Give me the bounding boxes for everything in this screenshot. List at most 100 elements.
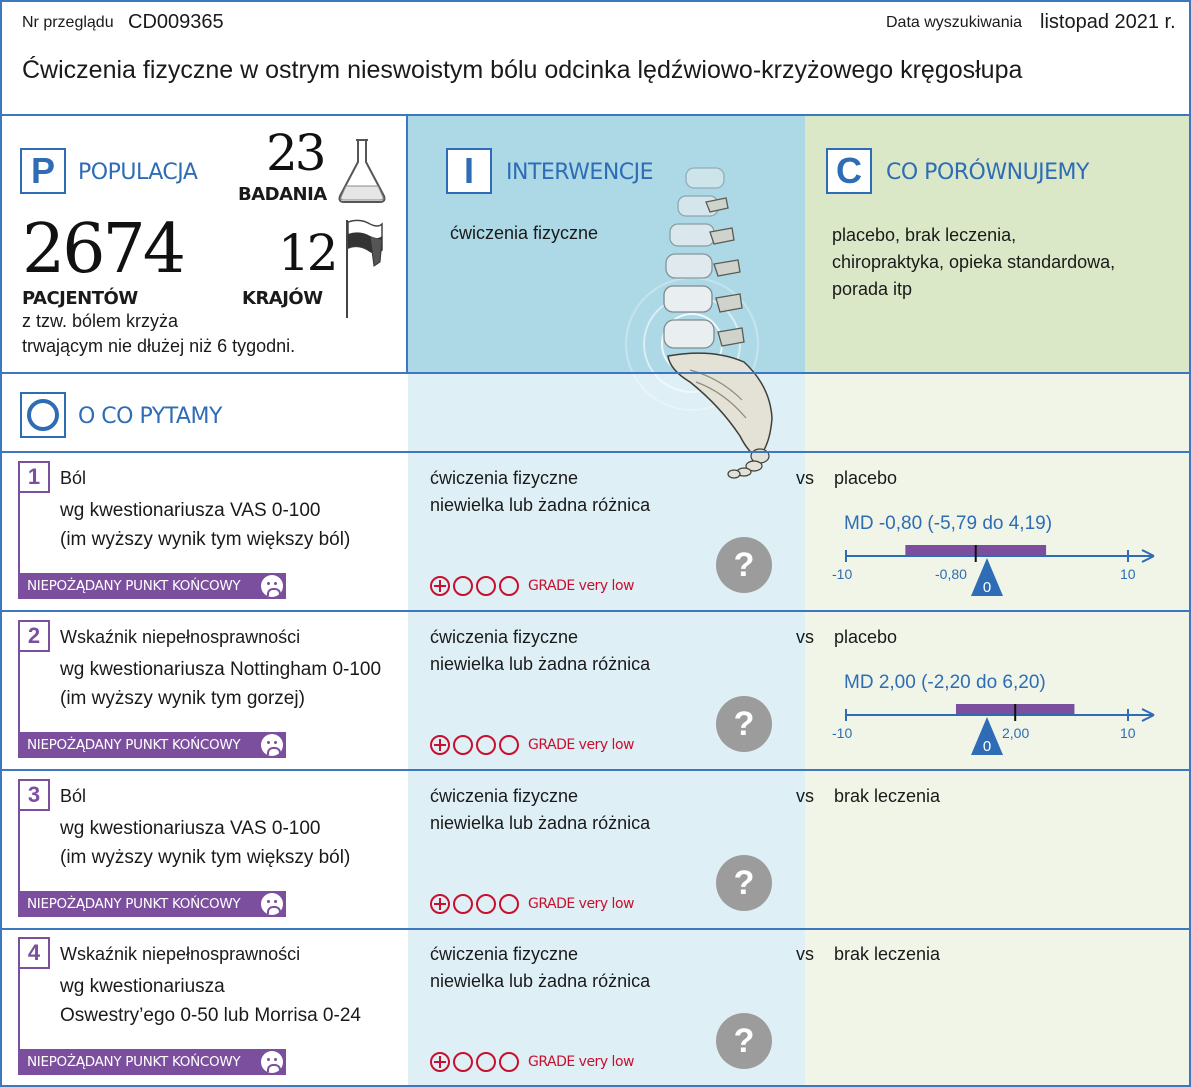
population-label: POPULACJA (78, 160, 198, 185)
axis-arrow (1141, 549, 1155, 563)
frown-icon (261, 1051, 283, 1073)
outcome-3-number: 3 (18, 779, 50, 811)
grade-plus-icon (430, 576, 450, 596)
outcome-1-number: 1 (18, 461, 50, 493)
intervention-letter: I (446, 148, 492, 194)
grade-circle-icon (453, 735, 473, 755)
outcome-3-vs: vs (796, 786, 814, 806)
outcome-2-grade-label: GRADE very low (528, 737, 634, 753)
axis-arrow (1141, 708, 1155, 722)
patients-count: 2674 (22, 210, 186, 289)
frown-icon (261, 734, 283, 756)
outcome-3-grade-label: GRADE very low (528, 896, 634, 912)
outcome-4-line1: wg kwestionariusza (60, 976, 225, 997)
grade-circle-icon (499, 894, 519, 914)
frown-icon (261, 575, 283, 597)
outcome-2-grade: GRADE very low (430, 735, 634, 755)
countries-label: KRAJÓW (242, 288, 323, 309)
population-description-2: trwającym nie dłużej niż 6 tygodni. (22, 336, 296, 356)
outcomes-label: O CO PYTAMY (78, 404, 222, 429)
grade-plus-icon (430, 735, 450, 755)
outcome-1-grade-label: GRADE very low (528, 578, 634, 594)
outcomes-letter-circle (27, 399, 59, 431)
outcome-1-axis-max: 10 (1120, 566, 1136, 582)
outcome-2-comparator: placebo (834, 627, 898, 647)
outcome-3-endpoint-badge: NIEPOŻĄDANY PUNKT KOŃCOWY (18, 891, 286, 917)
intervention-text: ćwiczenia fizyczne (450, 223, 599, 243)
outcome-2-line1: wg kwestionariusza Nottingham 0-100 (60, 659, 382, 680)
outcome-divider-1 (0, 610, 1191, 612)
countries-count: 12 (278, 224, 339, 282)
comparison-label: CO PORÓWNUJEMY (886, 160, 1089, 185)
outcome-1-intervention: ćwiczenia fizyczne (430, 468, 579, 488)
outcome-2-endpoint-label: NIEPOŻĄDANY PUNKT KOŃCOWY (27, 737, 241, 753)
flask-icon (334, 136, 390, 206)
header-divider (0, 114, 1191, 116)
outcome-1-bracket (18, 492, 20, 580)
outcome-divider-3 (0, 928, 1191, 930)
search-date: listopad 2021 r. (1040, 11, 1176, 33)
outcome-3-line1: wg kwestionariusza VAS 0-100 (60, 818, 321, 839)
zero-label: 0 (983, 738, 991, 755)
outcome-2-line2: (im wyższy wynik tym gorzej) (60, 688, 305, 709)
outcome-4-intervention: ćwiczenia fizyczne (430, 944, 579, 964)
grade-circle-icon (453, 576, 473, 596)
grade-circle-icon (499, 576, 519, 596)
outcome-3-result: niewielka lub żadna różnica (430, 813, 651, 833)
comparison-letter: C (826, 148, 872, 194)
population-description-1: z tzw. bólem krzyża (22, 311, 179, 331)
review-number-label: Nr przeglądu (22, 14, 114, 31)
outcome-3-bracket (18, 810, 20, 898)
question-icon: ? (716, 1013, 772, 1069)
outcome-1-title: Ból (60, 468, 87, 488)
zero-marker (971, 558, 1003, 596)
grade-circle-icon (499, 1052, 519, 1072)
grade-circle-icon (476, 894, 496, 914)
patients-label: PACJENTÓW (22, 288, 138, 309)
grade-circle-icon (499, 735, 519, 755)
zero-label: 0 (983, 579, 991, 596)
outcome-2-number: 2 (18, 620, 50, 652)
grade-circle-icon (453, 1052, 473, 1072)
outcome-1-comparator: placebo (834, 468, 898, 488)
outcome-1-axis-point: -0,80 (935, 566, 967, 582)
grade-plus-icon (430, 1052, 450, 1072)
outcome-1-line2: (im wyższy wynik tym większy ból) (60, 529, 351, 550)
outcome-2-forest-plot: 0 (836, 695, 1166, 759)
pico-divider (0, 372, 1191, 374)
outcome-2-title: Wskaźnik niepełnosprawności (60, 627, 301, 647)
outcome-3-comparator: brak leczenia (834, 786, 941, 806)
outcome-3-line2: (im wyższy wynik tym większy ból) (60, 847, 351, 868)
outcome-2-endpoint-badge: NIEPOŻĄDANY PUNKT KOŃCOWY (18, 732, 286, 758)
outcome-3-grade: GRADE very low (430, 894, 634, 914)
outcome-2-intervention: ćwiczenia fizyczne (430, 627, 579, 647)
comparison-line-2: chiropraktyka, opieka standardowa, (832, 252, 1116, 272)
comparison-line-1: placebo, brak leczenia, (832, 225, 1017, 245)
outcome-2-axis-max: 10 (1120, 725, 1136, 741)
question-icon: ? (716, 696, 772, 752)
outcome-1-line1: wg kwestionariusza VAS 0-100 (60, 500, 321, 521)
outcome-4-vs: vs (796, 944, 814, 964)
outcome-3-title: Ból (60, 786, 87, 806)
outcome-2-bracket (18, 651, 20, 739)
outcome-1-forest-plot: 0 (836, 536, 1166, 600)
grade-circle-icon (476, 735, 496, 755)
question-icon: ? (716, 537, 772, 593)
outcome-2-md-label: MD 2,00 (-2,20 do 6,20) (844, 672, 1046, 693)
outcome-4-endpoint-label: NIEPOŻĄDANY PUNKT KOŃCOWY (27, 1054, 241, 1070)
outcome-divider-2 (0, 769, 1191, 771)
outcome-2-result: niewielka lub żadna różnica (430, 654, 651, 674)
outcome-1-vs: vs (796, 468, 814, 488)
population-letter: P (20, 148, 66, 194)
population-panel-border (406, 114, 408, 372)
outcome-4-comparator: brak leczenia (834, 944, 941, 964)
intervention-label: INTERWENCJE (506, 160, 654, 185)
outcome-1-endpoint-badge: NIEPOŻĄDANY PUNKT KOŃCOWY (18, 573, 286, 599)
page-title: Ćwiczenia fizyczne w ostrym nieswoistym … (22, 56, 1023, 84)
outcome-4-bracket (18, 968, 20, 1056)
spine-illustration (620, 156, 810, 486)
studies-label: BADANIA (238, 184, 327, 205)
outcomes-letter (20, 392, 66, 438)
frown-icon (261, 893, 283, 915)
outcome-1-axis-min: -10 (832, 566, 853, 582)
